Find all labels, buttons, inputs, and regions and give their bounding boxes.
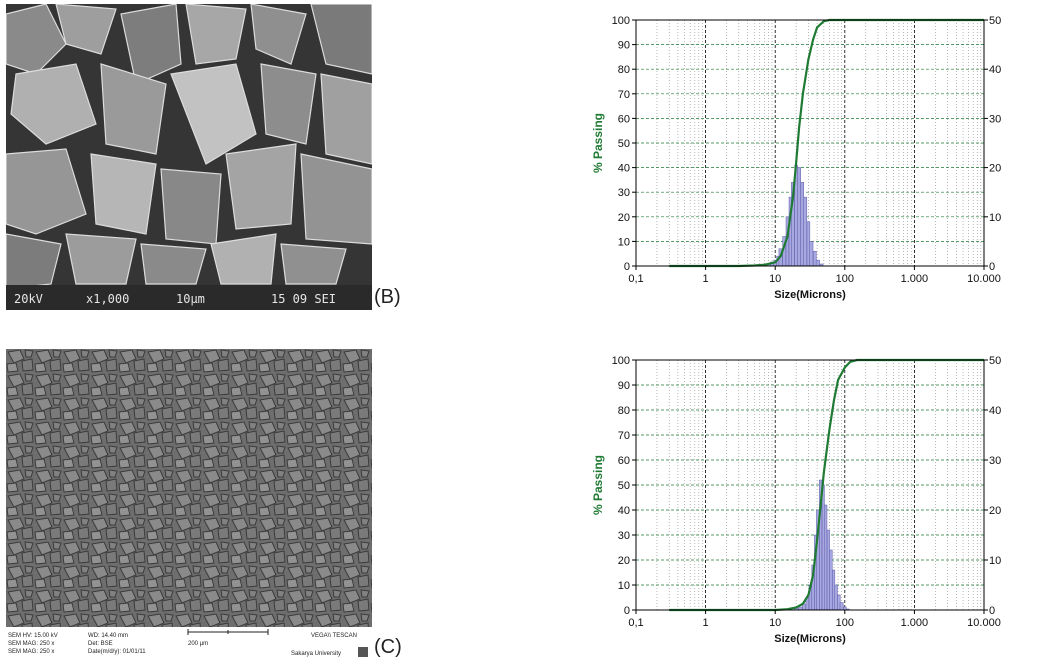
- histogram-bar: [812, 250, 817, 267]
- histogram-bar: [834, 584, 838, 611]
- y-tick-label-right: 50: [989, 355, 1001, 367]
- y-tick-label-left: 50: [618, 480, 630, 492]
- y-tick-label-left: 40: [618, 163, 630, 175]
- y-axis-label: % Passing: [591, 113, 605, 173]
- y-tick-label-left: 30: [618, 187, 630, 199]
- histogram-bar: [809, 241, 814, 267]
- x-tick-label: 1: [703, 617, 709, 629]
- x-axis-label: Size(Microns): [774, 633, 846, 645]
- x-axis-label: Size(Microns): [774, 289, 846, 301]
- y-tick-label-left: 100: [612, 355, 630, 367]
- x-tick-label: 100: [836, 273, 854, 285]
- y-tick-label-right: 20: [989, 505, 1001, 517]
- x-tick-label: 0,1: [628, 273, 643, 285]
- y-tick-label-right: 0: [989, 261, 995, 273]
- histogram-bar: [797, 167, 801, 267]
- x-tick-label: 10: [769, 617, 781, 629]
- x-tick-label: 1: [703, 273, 709, 285]
- y-tick-label-left: 10: [618, 580, 630, 592]
- psd-chart-b: 0 10 20 30 40 50 60 70 80 90 100 0 10 20 30 40 50 0,1 1 10 1…: [591, 15, 1001, 301]
- histogram-bar: [832, 569, 836, 611]
- y-tick-label-right: 50: [989, 15, 1001, 27]
- psd-chart-c: 0 10 20 30 40 50 60 70 80 90 100 0 10 20 30 40 50 0,1 1 10 1…: [591, 355, 1001, 645]
- sem-info-mag: x1,000: [86, 292, 129, 306]
- panel-label-b: (B): [374, 286, 401, 308]
- y-tick-label-left: 20: [618, 555, 630, 567]
- sem-info-mag1: SEM MAG: 250 x: [8, 641, 54, 647]
- sem-image-c: SEM HV: 15.00 kV SEM MAG: 250 x SEM MAG:…: [6, 349, 372, 661]
- y-tick-label-right: 40: [989, 405, 1001, 417]
- x-tick-label: 100: [836, 617, 854, 629]
- y-tick-label-right: 40: [989, 64, 1001, 76]
- y-axis-left: 0 10 20 30 40 50 60 70 80 90 100: [612, 15, 636, 273]
- x-tick-label: 10.000: [967, 273, 1001, 285]
- y-tick-label-left: 90: [618, 40, 630, 52]
- y-tick-label-right: 0: [989, 605, 995, 617]
- x-axis: 0,1 1 10 100 1.000 10.000: [628, 610, 1001, 629]
- histogram-bar: [800, 182, 805, 267]
- horizontal-gridlines: [636, 44, 984, 242]
- y-tick-label-left: 70: [618, 89, 630, 101]
- y-tick-label-left: 20: [618, 212, 630, 224]
- sem-crystals-b: 20kV x1,000 10µm 15 09 SEI: [6, 4, 372, 310]
- y-tick-label-right: 10: [989, 555, 1001, 567]
- histogram-bar: [823, 504, 828, 611]
- y-axis-right: 0 10 20 30 40 50: [984, 15, 1001, 273]
- y-tick-label-left: 60: [618, 113, 630, 125]
- y-axis-left: 0 10 20 30 40 50 60 70 80 90 100: [612, 355, 636, 617]
- sem-info-kv: 20kV: [14, 292, 43, 306]
- y-tick-label-left: 100: [612, 15, 630, 27]
- histogram-bar: [839, 602, 844, 611]
- sem-info-det: Det: BSE: [88, 641, 113, 647]
- sem-grains-c: SEM HV: 15.00 kV SEM MAG: 250 x SEM MAG:…: [6, 349, 372, 661]
- sem-info-date: Date(m/d/y): 01/01/11: [88, 649, 146, 655]
- x-tick-label: 0,1: [628, 617, 643, 629]
- x-axis: 0,1 1 10 100 1.000 10.000: [628, 266, 1001, 285]
- y-tick-label-left: 30: [618, 530, 630, 542]
- y-tick-label-left: 90: [618, 380, 630, 392]
- major-gridlines: [705, 20, 915, 266]
- histogram-bar: [803, 196, 808, 267]
- y-tick-label-right: 30: [989, 113, 1001, 125]
- sem-info-id: 15 09 SEI: [271, 292, 336, 306]
- y-axis-right: 0 10 20 30 40 50: [984, 355, 1001, 617]
- x-tick-label: 1.000: [901, 273, 929, 285]
- sem-info-scale: 10µm: [176, 292, 205, 306]
- y-tick-label-right: 10: [989, 212, 1001, 224]
- histogram-bar: [829, 549, 833, 611]
- logo-mark: [358, 647, 368, 657]
- y-tick-label-left: 0: [624, 261, 630, 273]
- panel-label-c: (C): [374, 636, 402, 658]
- x-tick-label: 10: [769, 273, 781, 285]
- y-tick-label-right: 30: [989, 455, 1001, 467]
- y-tick-label-left: 10: [618, 236, 630, 248]
- y-tick-label-right: 20: [989, 163, 1001, 175]
- scale-bar-label: 200 µm: [188, 641, 208, 647]
- y-axis-label: % Passing: [591, 455, 605, 515]
- y-tick-label-left: 60: [618, 455, 630, 467]
- y-tick-label-left: 80: [618, 64, 630, 76]
- y-tick-label-left: 50: [618, 138, 630, 150]
- y-tick-label-left: 80: [618, 405, 630, 417]
- y-tick-label-left: 0: [624, 605, 630, 617]
- horizontal-gridlines: [636, 384, 984, 586]
- sem-info-mag2: SEM MAG: 250 x: [8, 649, 54, 655]
- sem-info-hv: SEM HV: 15.00 kV: [8, 633, 58, 639]
- scale-bar: [187, 629, 269, 635]
- sem-institution: Sakarya University: [291, 651, 341, 657]
- sem-image-b: 20kV x1,000 10µm 15 09 SEI: [6, 4, 372, 310]
- sem-info-wd: WD: 14.40 mm: [88, 633, 128, 639]
- x-tick-label: 10.000: [967, 617, 1001, 629]
- histogram-bar: [815, 259, 820, 267]
- major-gridlines: [705, 360, 915, 610]
- y-tick-label-left: 70: [618, 430, 630, 442]
- y-tick-label-left: 40: [618, 505, 630, 517]
- sem-brand: VEGA\\ TESCAN: [311, 633, 357, 639]
- x-tick-label: 1.000: [901, 617, 929, 629]
